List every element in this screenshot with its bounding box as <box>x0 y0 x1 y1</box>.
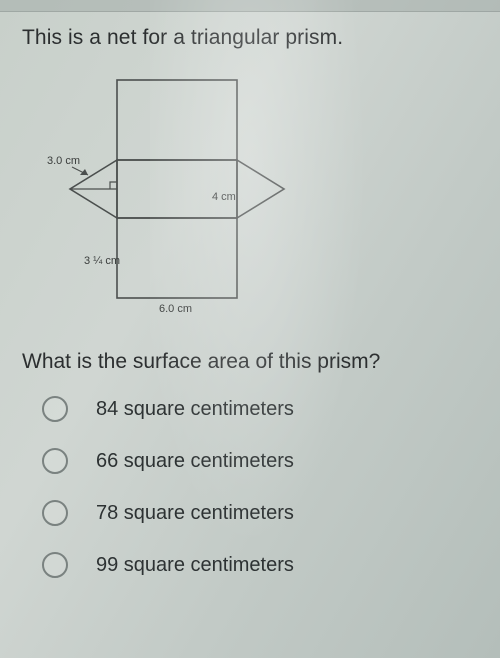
radio-icon[interactable] <box>42 500 68 526</box>
option-label: 66 square centimeters <box>96 450 294 473</box>
net-figure: 3.0 cm 4 cm 3 ¼ cm 6.0 cm <box>22 64 322 334</box>
label-height: 4 cm <box>212 191 236 203</box>
label-long-side: 3 ¼ cm <box>84 255 120 267</box>
option-label: 78 square centimeters <box>96 502 294 525</box>
options-group: 84 square centimeters 66 square centimet… <box>22 396 478 578</box>
option-3[interactable]: 99 square centimeters <box>42 552 478 578</box>
label-base: 6.0 cm <box>159 303 192 315</box>
label-slant: 3.0 cm <box>47 155 80 167</box>
window-topbar <box>0 0 500 12</box>
option-1[interactable]: 66 square centimeters <box>42 448 478 474</box>
question-stem: This is a net for a triangular prism. <box>22 26 478 50</box>
question-content: This is a net for a triangular prism. 3.… <box>0 12 500 578</box>
option-2[interactable]: 78 square centimeters <box>42 500 478 526</box>
option-0[interactable]: 84 square centimeters <box>42 396 478 422</box>
radio-icon[interactable] <box>42 448 68 474</box>
option-label: 84 square centimeters <box>96 398 294 421</box>
radio-icon[interactable] <box>42 552 68 578</box>
option-label: 99 square centimeters <box>96 554 294 577</box>
radio-icon[interactable] <box>42 396 68 422</box>
question-prompt: What is the surface area of this prism? <box>22 350 478 374</box>
